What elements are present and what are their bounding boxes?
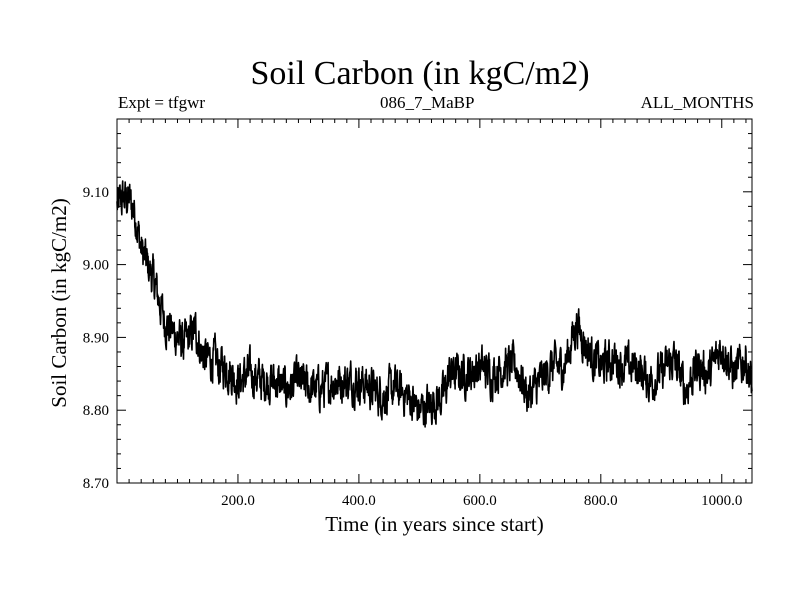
plot-frame [116,118,753,484]
x-tick-label: 200.0 [221,493,255,509]
x-tick-label: 400.0 [342,493,376,509]
subtitle-months: ALL_MONTHS [640,93,754,112]
x-axis-label: Time (in years since start) [325,512,544,536]
y-tick-label: 8.80 [83,403,109,419]
chart-title: Soil Carbon (in kgC/m2) [250,55,590,92]
y-tick-label: 9.00 [83,258,109,274]
y-tick-label: 8.70 [83,476,109,492]
subtitle-period: 086_7_MaBP [380,93,475,112]
x-tick-label: 800.0 [584,493,618,509]
y-axis-label: Soil Carbon (in kgC/m2) [47,198,71,407]
y-tick-label: 9.10 [83,185,109,201]
x-tick-label: 600.0 [463,493,497,509]
series-line-soil-carbon [116,180,753,428]
subtitle-experiment: Expt = tfgwr [118,93,206,112]
y-tick-label: 8.90 [83,330,109,346]
x-tick-label: 1000.0 [701,493,742,509]
